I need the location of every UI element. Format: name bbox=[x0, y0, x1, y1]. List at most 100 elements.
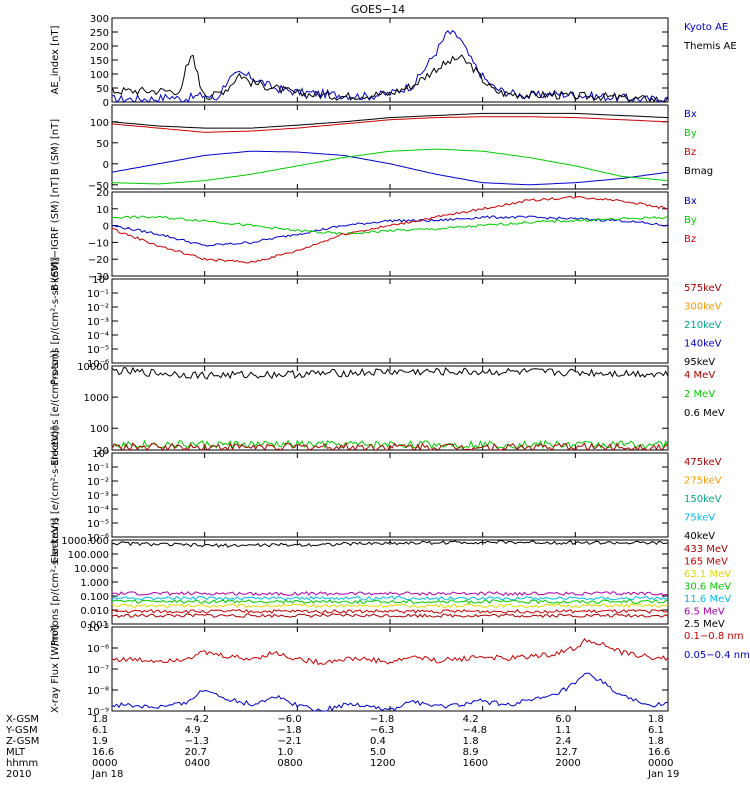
legend-label: 30.6 MeV bbox=[684, 582, 731, 593]
y-tick-label: 10⁻⁴ bbox=[87, 331, 109, 342]
y-tick-label: 100 bbox=[90, 424, 109, 435]
legend-label: Bx bbox=[684, 109, 697, 120]
series-line-7 bbox=[111, 613, 669, 619]
panel-2: −50 0 50 100 B (SM) [nT] Bx By Bz Bmag bbox=[50, 104, 713, 192]
plot-frame bbox=[111, 278, 669, 364]
y-tick-label: 10⁻⁶ bbox=[87, 644, 109, 655]
ephemeris-row-label: MLT bbox=[6, 747, 26, 758]
series-line-3 bbox=[111, 116, 669, 133]
panel-7: 0.001 0.010 0.100 1.000 10.000 100.000 1000.00… bbox=[50, 518, 731, 646]
y-axis-label: Protons [p/(cm²-s-sr-keV)] bbox=[50, 257, 61, 385]
ephemeris-value: 1.8 bbox=[648, 736, 664, 747]
panel-3: −30 −20 −10 0 10 20 B (SM)−IGRF (SM) [nT] Bx By B… bbox=[50, 177, 697, 291]
y-tick-label: 20 bbox=[96, 446, 109, 457]
y-tick-label: 1000 bbox=[84, 393, 109, 404]
y-tick-label: 10⁻⁵ bbox=[87, 345, 109, 356]
ephemeris-value: −2.1 bbox=[277, 736, 301, 747]
ephemeris-value: −4.8 bbox=[463, 725, 487, 736]
y-tick-label: 50 bbox=[96, 139, 109, 150]
ephemeris-value: 1.0 bbox=[277, 747, 293, 758]
legend-label: 140keV bbox=[684, 339, 722, 350]
legend-label: Bmag bbox=[684, 166, 713, 177]
y-tick-label: 10⁻¹ bbox=[87, 463, 109, 474]
y-tick-label: 50 bbox=[96, 84, 109, 95]
series-line-1 bbox=[111, 637, 669, 666]
y-tick-label: 250 bbox=[90, 28, 109, 39]
series-line-1 bbox=[111, 215, 669, 247]
legend-label: 4 MeV bbox=[684, 370, 715, 381]
ephemeris-value: −1.8 bbox=[277, 725, 301, 736]
y-tick-label: 0.001 bbox=[80, 620, 109, 631]
legend-label: 2 MeV bbox=[684, 389, 715, 400]
series-line-1 bbox=[111, 366, 669, 380]
legend-label: Bz bbox=[684, 234, 696, 245]
y-axis-label: Electrons [e/(cm²-s-sr)] bbox=[50, 350, 61, 466]
y-tick-label: 10⁰ bbox=[92, 449, 109, 460]
ephemeris-value: 2000 bbox=[555, 758, 580, 769]
ephemeris-value: 20.7 bbox=[185, 747, 207, 758]
ephemeris-value: 0000 bbox=[92, 758, 117, 769]
series-line-2 bbox=[111, 439, 669, 450]
ephemeris-value: 1600 bbox=[463, 758, 488, 769]
y-tick-label: 10⁻⁷ bbox=[87, 665, 109, 676]
ephemeris-value: 2.4 bbox=[555, 736, 571, 747]
y-tick-label: 10 bbox=[96, 205, 109, 216]
series-line-2 bbox=[111, 148, 669, 185]
series-line-6 bbox=[111, 608, 669, 614]
series-line-2 bbox=[111, 54, 669, 103]
legend-label: 433 MeV bbox=[684, 544, 728, 555]
y-axis-label: AE_index [nT] bbox=[50, 25, 61, 94]
ephemeris-value: 0.4 bbox=[370, 736, 386, 747]
legend-label: 2.5 MeV bbox=[684, 619, 725, 630]
series-line-3 bbox=[111, 442, 669, 452]
legend-label: 0.1−0.8 nm bbox=[684, 631, 743, 642]
y-tick-label: 150 bbox=[90, 56, 109, 67]
y-tick-label: 10⁻⁶ bbox=[87, 533, 109, 544]
y-axis-label: X-ray Flux [W/m²] bbox=[50, 625, 61, 713]
legend-label: 0.6 MeV bbox=[684, 408, 725, 419]
ephemeris-value: 12.7 bbox=[555, 747, 577, 758]
y-tick-label: 10⁻⁸ bbox=[87, 686, 109, 697]
ephemeris-value: 1.1 bbox=[555, 725, 571, 736]
panel-4: 10⁻⁶ 10⁻⁵ 10⁻⁴ 10⁻³ 10⁻² 10⁻¹ 10⁰ Protons [p/(c… bbox=[50, 257, 722, 385]
series-line-4 bbox=[111, 599, 669, 605]
ephemeris-value: 0000 bbox=[648, 758, 673, 769]
y-tick-label: 200 bbox=[90, 42, 109, 53]
ephemeris-value: 1.8 bbox=[92, 714, 108, 725]
y-tick-label: 10000 bbox=[77, 362, 109, 373]
legend-label: 300keV bbox=[684, 302, 722, 313]
y-tick-label: 0 bbox=[103, 98, 109, 109]
y-tick-label: 10⁻³ bbox=[87, 491, 109, 502]
y-tick-label: 0 bbox=[103, 160, 109, 171]
y-tick-label: 300 bbox=[90, 14, 109, 25]
legend-label: 6.5 MeV bbox=[684, 607, 725, 618]
figure-title: GOES−14 bbox=[351, 3, 405, 16]
legend-label: By bbox=[684, 128, 697, 139]
ephemeris-value: 1.8 bbox=[463, 736, 479, 747]
ephemeris-value: Jan 18 bbox=[91, 769, 123, 780]
ephemeris-value: −4.2 bbox=[185, 714, 209, 725]
y-tick-label: −20 bbox=[88, 255, 109, 266]
series-line-3 bbox=[111, 595, 669, 601]
panel-1: 0 50 100 150 200 250 300 AE_index [nT] Kyoto AE T… bbox=[50, 14, 737, 109]
y-tick-label: −30 bbox=[88, 272, 109, 283]
ephemeris-value: Jan 19 bbox=[647, 769, 679, 780]
ephemeris-value: 0400 bbox=[185, 758, 210, 769]
legend-label: By bbox=[684, 215, 697, 226]
legend-label: 150keV bbox=[684, 494, 722, 505]
ephemeris-row-label: X-GSM bbox=[6, 714, 39, 725]
ephemeris-value: −1.8 bbox=[370, 714, 394, 725]
y-tick-label: 0.010 bbox=[80, 606, 109, 617]
y-tick-label: 100.000 bbox=[68, 550, 109, 561]
y-tick-label: 10⁻⁵ bbox=[87, 519, 109, 530]
legend-label: 95keV bbox=[684, 357, 715, 368]
legend-label: 63.1 MeV bbox=[684, 569, 731, 580]
legend-label: 11.6 MeV bbox=[684, 594, 731, 605]
ephemeris-row-label: hhmm bbox=[6, 758, 38, 769]
legend-label: 275keV bbox=[684, 476, 722, 487]
ephemeris-row-label: 2010 bbox=[6, 769, 31, 780]
legend-label: 40keV bbox=[684, 531, 715, 542]
ephemeris-value: 6.0 bbox=[555, 714, 571, 725]
y-axis-label: B (SM) [nT] bbox=[50, 119, 61, 175]
